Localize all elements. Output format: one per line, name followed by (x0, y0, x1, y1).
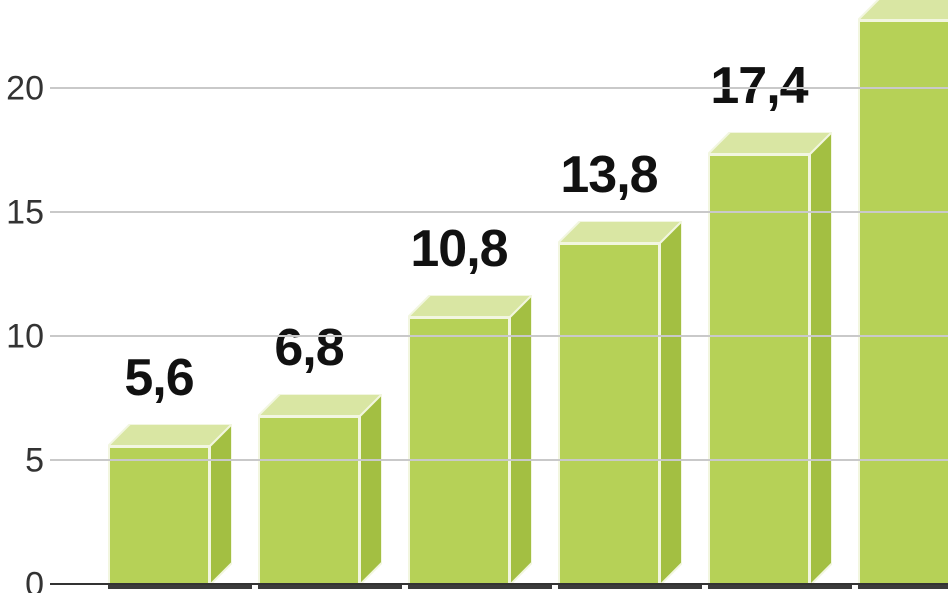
bar (858, 20, 948, 585)
bar-value-label: 10,8 (410, 219, 507, 279)
bar: 13,8 (558, 243, 660, 585)
bar-value-label: 17,4 (710, 56, 807, 116)
bar-side-face (660, 221, 682, 585)
bar-shadow (558, 585, 702, 589)
bar-side-face (210, 424, 232, 585)
bar-top-face (258, 394, 382, 416)
y-tick-label: 15 (6, 194, 44, 233)
bar-value-label: 5,6 (124, 348, 193, 408)
y-tick-label: 5 (25, 442, 44, 481)
bar-top-face (408, 295, 532, 317)
gridline (50, 459, 948, 461)
bar: 17,4 (708, 154, 810, 585)
bar-front-face (258, 416, 360, 585)
bar-top-face (858, 0, 948, 20)
bar-front-face (708, 154, 810, 585)
x-axis (50, 583, 948, 585)
bar-shadow (408, 585, 552, 589)
y-tick-label: 0 (25, 566, 44, 593)
bar-front-face (858, 20, 948, 585)
bar-side-face (510, 295, 532, 585)
y-tick-label: 20 (6, 70, 44, 109)
bar-top-face (108, 424, 232, 446)
bar-top-face (708, 132, 832, 154)
bar-shadow (108, 585, 252, 589)
bar-side-face (810, 132, 832, 585)
bar-3d (108, 446, 210, 585)
bar-chart: 5,6 6,8 10,8 13,8 17,4 0 5 10 15 20 (0, 0, 948, 593)
bar-value-label: 13,8 (560, 145, 657, 205)
bar-3d (258, 416, 360, 585)
bar-3d (408, 317, 510, 585)
gridline (50, 211, 948, 213)
bar-top-face (558, 221, 682, 243)
bar-front-face (408, 317, 510, 585)
bar-3d (558, 243, 660, 585)
gridline (50, 87, 948, 89)
plot-area: 5,66,810,813,817,4 05101520 (50, 0, 948, 585)
bar-front-face (108, 446, 210, 585)
bar: 5,6 (108, 446, 210, 585)
bar: 6,8 (258, 416, 360, 585)
bar-shadow (708, 585, 852, 589)
bar-side-face (360, 394, 382, 585)
bar: 10,8 (408, 317, 510, 585)
bar-value-label: 6,8 (274, 318, 343, 378)
bar-3d (858, 20, 948, 585)
y-tick-label: 10 (6, 318, 44, 357)
bar-shadow (258, 585, 402, 589)
bar-shadow (858, 585, 948, 589)
bar-3d (708, 154, 810, 585)
bar-front-face (558, 243, 660, 585)
gridline (50, 335, 948, 337)
